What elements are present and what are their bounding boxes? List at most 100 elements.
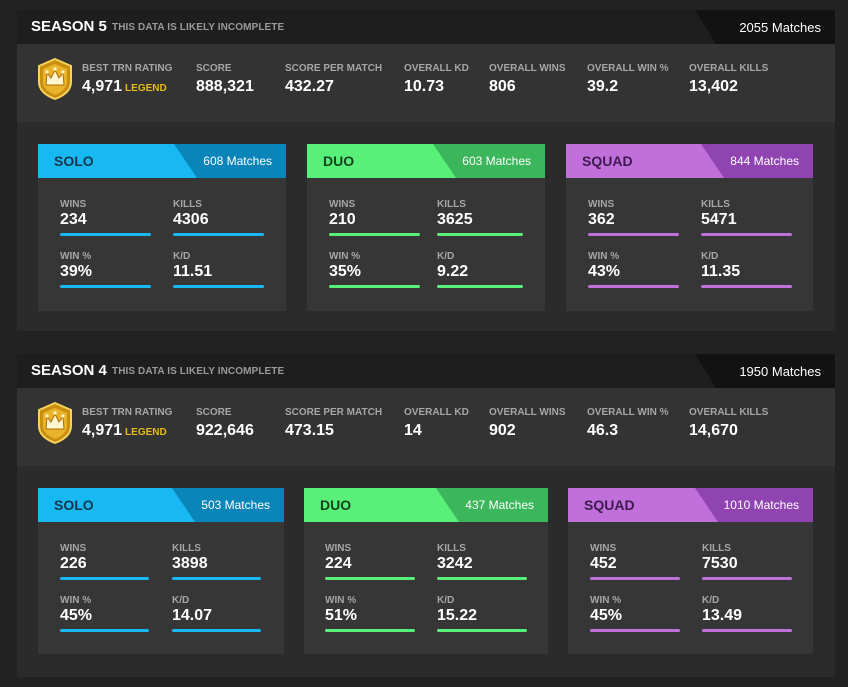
mode-name: SOLO xyxy=(54,153,94,169)
stat-bar xyxy=(325,577,415,580)
squad-card-header: SQUAD 1010 Matches xyxy=(568,488,813,522)
stat-bar xyxy=(702,577,792,580)
kd-stat: K/D 15.22 xyxy=(437,595,527,632)
kd-value: 9.22 xyxy=(437,263,469,280)
score-label: SCORE xyxy=(196,63,232,74)
kills-label: KILLS xyxy=(437,543,466,554)
win-pct-label: OVERALL WIN % xyxy=(587,407,669,418)
duo-card-header: DUO 603 Matches xyxy=(307,144,545,178)
mode-name: DUO xyxy=(323,153,355,169)
score-stat: SCORE 888,321 xyxy=(196,63,254,96)
kd-value: 14 xyxy=(404,422,422,439)
squad-card: SQUAD 1010 Matches WINS 452 KILLS 7530 WIN… xyxy=(568,488,813,654)
kd-label: K/D xyxy=(173,251,191,262)
kills-stat: KILLS 3242 xyxy=(437,543,527,580)
kills-stat: KILLS 4306 xyxy=(173,199,264,236)
season-overview: BEST TRN RATING 4,971 LEGEND SCORE 888,32… xyxy=(17,44,835,122)
duo-card-header: DUO 437 Matches xyxy=(304,488,548,522)
stat-bar xyxy=(172,629,261,632)
mode-matches: 503 Matches xyxy=(201,498,270,512)
kd-value: 13.49 xyxy=(702,607,743,624)
stat-bar xyxy=(437,629,527,632)
kills-label: KILLS xyxy=(437,199,466,210)
mode-name: DUO xyxy=(320,497,352,513)
wins-label: OVERALL WINS xyxy=(489,63,566,74)
win-pct-value: 39.2 xyxy=(587,78,619,95)
best-trn-rating: BEST TRN RATING 4,971 LEGEND xyxy=(82,63,172,96)
stat-bar xyxy=(590,629,680,632)
mode-matches: 1010 Matches xyxy=(723,498,799,512)
win-pct-value: 39% xyxy=(60,263,93,280)
kd-stat: K/D 9.22 xyxy=(437,251,523,288)
duo-card: DUO 603 Matches WINS 210 KILLS 3625 WIN % 3… xyxy=(307,144,545,311)
mode-matches: 437 Matches xyxy=(465,498,534,512)
stat-bar xyxy=(172,577,261,580)
wins-stat: WINS 226 xyxy=(60,543,149,580)
season-matches-badge: 2055 Matches xyxy=(695,10,835,44)
win-pct-stat: WIN % 51% xyxy=(325,595,415,632)
season-title: SEASON 4 xyxy=(31,362,107,379)
wins-label: WINS xyxy=(60,543,87,554)
win-pct-label: WIN % xyxy=(325,595,357,606)
win-pct-label: WIN % xyxy=(60,251,92,262)
overall-kills-stat: OVERALL KILLS 13,402 xyxy=(689,63,768,96)
overall-kd-stat: OVERALL KD 14 xyxy=(404,407,469,440)
stat-bar xyxy=(60,233,151,236)
win-pct-label: WIN % xyxy=(588,251,620,262)
kills-value: 13,402 xyxy=(689,78,738,95)
overall-wins-stat: OVERALL WINS 806 xyxy=(489,63,565,96)
kd-value: 15.22 xyxy=(437,607,478,624)
kd-label: K/D xyxy=(437,595,455,606)
wins-stat: WINS 452 xyxy=(590,543,680,580)
kd-label: K/D xyxy=(702,595,720,606)
kd-label: K/D xyxy=(701,251,719,262)
stat-bar xyxy=(60,577,149,580)
win-pct-label: WIN % xyxy=(329,251,361,262)
kills-stat: KILLS 3625 xyxy=(437,199,523,236)
kd-label: K/D xyxy=(172,595,190,606)
kd-stat: K/D 14.07 xyxy=(172,595,261,632)
season-5-panel: SEASON 5 THIS DATA IS LIKELY INCOMPLETE … xyxy=(17,10,835,331)
kills-stat: KILLS 5471 xyxy=(701,199,792,236)
wins-value: 226 xyxy=(60,555,87,572)
kills-label: KILLS xyxy=(172,543,201,554)
kd-label: K/D xyxy=(437,251,455,262)
solo-card-header: SOLO 608 Matches xyxy=(38,144,286,178)
mode-matches-badge: 608 Matches xyxy=(174,144,286,178)
stat-bar xyxy=(701,285,792,288)
crown-badge-icon xyxy=(38,402,72,444)
kd-value: 11.51 xyxy=(173,263,213,280)
mode-matches: 603 Matches xyxy=(462,154,531,168)
score-stat: SCORE 922,646 xyxy=(196,407,254,440)
win-pct-label: WIN % xyxy=(590,595,622,606)
mode-matches: 608 Matches xyxy=(203,154,272,168)
season-matches: 1950 Matches xyxy=(739,364,821,379)
stat-bar xyxy=(702,629,792,632)
mode-name: SQUAD xyxy=(584,497,635,513)
wins-label: WINS xyxy=(590,543,617,554)
win-pct-stat: WIN % 35% xyxy=(329,251,420,288)
kd-label: OVERALL KD xyxy=(404,407,469,418)
mode-matches-badge: 844 Matches xyxy=(701,144,813,178)
kills-value: 14,670 xyxy=(689,422,738,439)
mode-matches-badge: 1010 Matches xyxy=(695,488,813,522)
stat-bar xyxy=(437,577,527,580)
wins-label: WINS xyxy=(325,543,352,554)
wins-value: 234 xyxy=(60,211,87,228)
stat-bar xyxy=(173,233,264,236)
win-pct-stat: WIN % 45% xyxy=(590,595,680,632)
kills-label: KILLS xyxy=(701,199,730,210)
kills-value: 3242 xyxy=(437,555,473,572)
spm-value: 432.27 xyxy=(285,78,334,95)
rating-value: 4,971 xyxy=(82,422,123,439)
wins-value: 902 xyxy=(489,422,516,439)
kills-value: 3625 xyxy=(437,211,473,228)
season-subtitle: THIS DATA IS LIKELY INCOMPLETE xyxy=(112,366,285,377)
wins-label: WINS xyxy=(588,199,615,210)
rating-label: BEST TRN RATING xyxy=(82,63,173,74)
stat-bar xyxy=(329,285,420,288)
stat-bar xyxy=(588,285,679,288)
mode-matches: 844 Matches xyxy=(730,154,799,168)
kills-value: 4306 xyxy=(173,211,209,228)
overall-kills-stat: OVERALL KILLS 14,670 xyxy=(689,407,768,440)
